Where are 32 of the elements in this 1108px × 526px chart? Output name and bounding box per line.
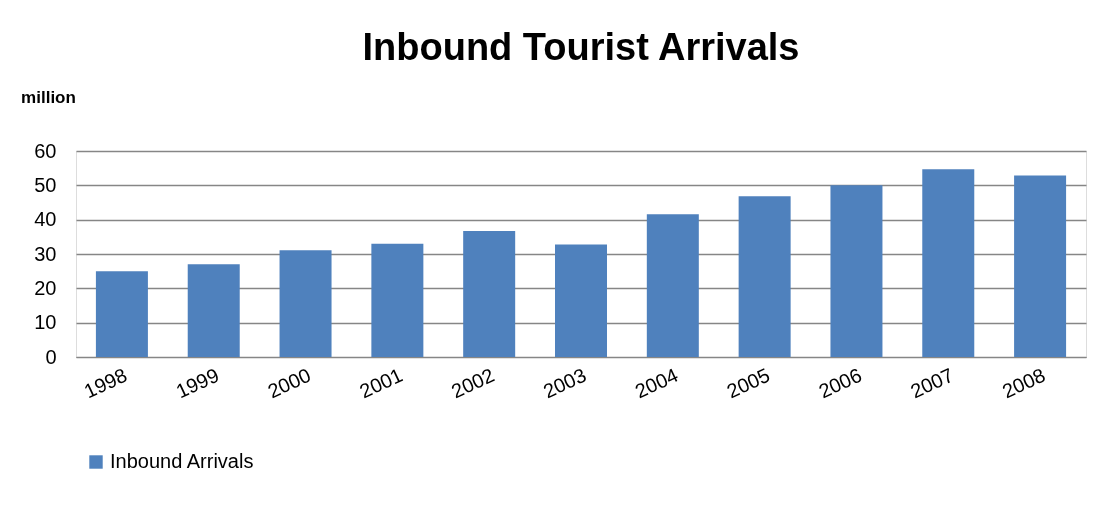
x-tick-label: 2000 <box>264 363 314 403</box>
bar <box>646 214 699 357</box>
chart-title: Inbound Tourist Arrivals <box>362 26 800 68</box>
bar <box>555 244 607 357</box>
bar <box>1014 175 1067 357</box>
y-tick-label: 40 <box>34 208 57 231</box>
bar <box>95 271 148 357</box>
y-tick-label: 60 <box>34 139 57 162</box>
y-tick-label: 10 <box>34 311 57 334</box>
x-tick-label: 2003 <box>539 363 590 403</box>
x-tick-label: 2008 <box>998 363 1049 403</box>
x-tick-label: 2004 <box>631 363 682 403</box>
legend-label: Inbound Arrivals <box>110 450 254 472</box>
y-tick-label: 0 <box>45 345 57 368</box>
bar <box>187 264 240 357</box>
bar <box>738 196 791 357</box>
x-tick-label: 2007 <box>907 363 957 403</box>
x-tick-label: 1998 <box>80 363 131 403</box>
x-tick-label: 2006 <box>815 363 865 403</box>
bar <box>922 169 975 357</box>
x-tick-label: 2002 <box>448 363 498 403</box>
x-tick-label: 2005 <box>723 363 774 403</box>
y-tick-label: 30 <box>34 242 57 265</box>
x-tick-label: 1999 <box>172 363 223 403</box>
y-tick-label: 50 <box>34 173 57 196</box>
bar <box>279 250 332 357</box>
y-tick-label: 20 <box>34 276 57 299</box>
y-axis-title: million <box>21 87 76 107</box>
bar <box>830 185 883 357</box>
x-tick-label: 2001 <box>356 363 406 403</box>
bar <box>371 243 424 357</box>
bar <box>463 231 516 357</box>
